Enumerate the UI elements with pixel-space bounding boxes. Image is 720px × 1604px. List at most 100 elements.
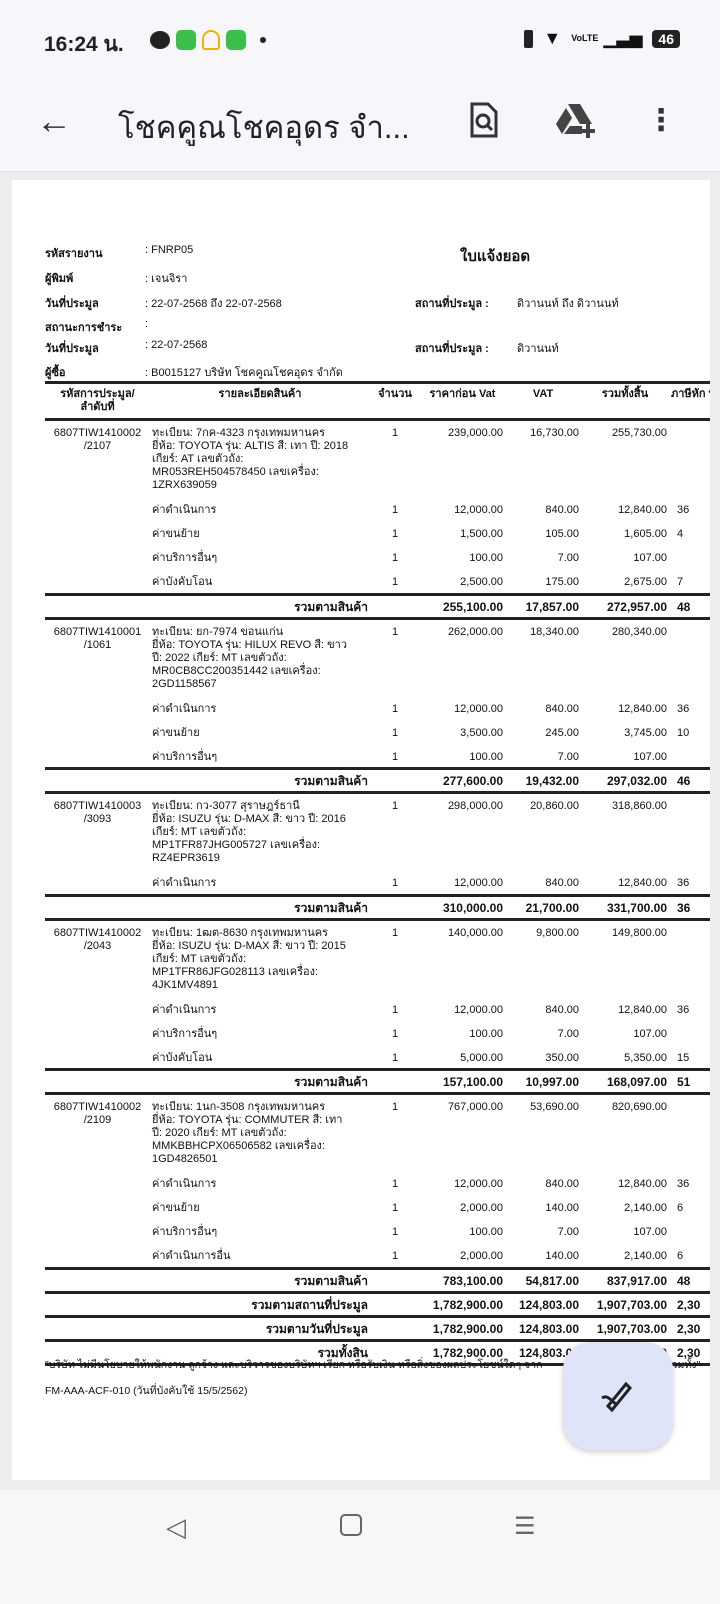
description-line: RZ4EPR3619 [152, 852, 220, 864]
vat: 7.00 [557, 1027, 579, 1040]
vat: 20,860.00 [505, 791, 581, 871]
fee-row: ค่าดำเนินการ 1 12,000.00 840.00 12,840.00 36 [45, 498, 710, 522]
vat: 105.00 [545, 528, 579, 540]
price-before-vat: 239,000.00 [447, 427, 503, 439]
fee-row: ค่าบริการอื่นๆ 1 100.00 7.00 107.00 [45, 1022, 710, 1046]
total-wht: 2,30 [669, 1314, 710, 1340]
withholding-tax [669, 1092, 710, 1172]
total: 318,860.00 [581, 791, 669, 871]
price-before-vat: 3,500.00 [460, 726, 503, 739]
subtotal-row: รวมตามสินค้า 783,100.00 54,817.00 837,917.0… [45, 1266, 710, 1292]
total-amount: 1,907,703.00 [581, 1290, 669, 1316]
price-before-vat: 2,500.00 [460, 576, 503, 588]
price-before-vat: 100.00 [469, 552, 503, 564]
column-header: รายละเอียดสินค้า [150, 381, 370, 421]
subtotal-pre-vat: 277,600.00 [420, 767, 505, 793]
subtotal-vat: 54,817.00 [505, 1266, 581, 1292]
total: 1,605.00 [624, 528, 667, 540]
total: 2,140.00 [624, 1202, 667, 1214]
column-header: VAT [505, 381, 581, 421]
total-label: รวมตามสถานที่ประมูล [45, 1290, 370, 1316]
description-line: ทะเบียน: 1ฒต-8630 กรุงเทพมหานคร [152, 926, 329, 939]
fee-name: ค่าดำเนินการ [152, 1178, 217, 1190]
subtotal-total: 331,700.00 [581, 893, 669, 919]
price-before-vat: 100.00 [469, 1226, 503, 1238]
clock: 16:24 น. [44, 33, 124, 56]
column-header: ราคาก่อน Vat [420, 381, 505, 421]
description-line: MR053REH504578450 เลขเครื่อง: [152, 466, 319, 478]
subtotal-vat: 21,700.00 [505, 893, 581, 919]
edit-fab-button[interactable] [563, 1342, 673, 1450]
blank [45, 1220, 150, 1244]
field-label: ผู้พิมพ์ [45, 273, 74, 285]
subtotal-pre-vat: 157,100.00 [420, 1068, 505, 1094]
edit-pen-icon [601, 1381, 633, 1413]
withholding-tax: 36 [677, 702, 690, 715]
home-square-icon[interactable] [340, 1514, 362, 1536]
blank [45, 1196, 150, 1220]
disclaimer-text: "บริษัท ไม่มีนโยบายให้พนักงาน ลูกจ้าง แล… [45, 1359, 543, 1371]
item-description: ทะเบียน: 1นก-3508 กรุงเทพมหานคร ยี่ห้อ: T… [150, 1092, 370, 1172]
withholding-tax: 10 [677, 726, 690, 739]
blank [370, 893, 420, 919]
subtotal-wht: 48 [669, 592, 710, 618]
fee-row: ค่าดำเนินการ 1 12,000.00 840.00 12,840.00 36 [45, 1172, 710, 1196]
total-wht: 2,30 [669, 1338, 710, 1364]
withholding-tax: 36 [677, 1178, 690, 1190]
quantity: 1 [391, 528, 399, 540]
messages-icon [176, 30, 196, 50]
price-before-vat: 262,000.00 [420, 616, 505, 697]
vat: 245.00 [545, 726, 579, 739]
total: 820,690.00 [581, 1092, 669, 1172]
bell-icon [202, 30, 220, 50]
blank [45, 871, 150, 895]
subtotal-label: รวมตามสินค้า [45, 893, 370, 919]
total: 280,340.00 [581, 616, 669, 697]
description-line: ยี่ห้อ: TOYOTA รุ่น: ALTIS สี: เทา ปี: 2… [152, 440, 349, 452]
item-description: ทะเบียน: 7กค-4323 กรุงเทพมหานคร ยี่ห้อ: T… [150, 420, 370, 499]
fee-row: ค่าดำเนินการ 1 12,000.00 840.00 12,840.00 36 [45, 871, 710, 895]
vibrate-icon [524, 29, 534, 48]
fee-name: ค่าบังคับโอน [152, 576, 213, 588]
fee-row: ค่าบริการอื่นๆ 1 100.00 7.00 107.00 [45, 546, 710, 570]
price-before-vat: 100.00 [469, 1027, 503, 1040]
total: 12,840.00 [618, 1178, 667, 1190]
grand-total-row: รวมตามวันที่ประมูล 1,782,900.00 124,803.00… [45, 1314, 710, 1340]
blank [45, 721, 150, 745]
recents-menu-icon[interactable]: ☰ [514, 1513, 536, 1540]
withholding-tax: 4 [677, 528, 684, 540]
quantity: 1 [391, 552, 399, 564]
document-title: โชคคูณโชคอุดร จำ... [118, 110, 410, 145]
description-line: ทะเบียน: กว-3077 สุราษฎร์ธานี [152, 800, 300, 812]
fee-row: ค่าดำเนินการ 1 12,000.00 840.00 12,840.00 36 [45, 697, 710, 721]
drive-add-icon[interactable] [556, 100, 596, 140]
field-label: สถานะการชำระ [45, 322, 123, 334]
vat: 840.00 [545, 1178, 579, 1190]
column-header: ภาษีหัก ที่จ่ [669, 381, 710, 421]
subtotal-wht: 48 [669, 1266, 710, 1292]
field-value: : เจนจิรา [145, 273, 188, 285]
description-line: ทะเบียน: 1นก-3508 กรุงเทพมหานคร [152, 1101, 326, 1113]
document-search-icon[interactable] [464, 100, 504, 140]
blank [45, 1244, 150, 1268]
auction-code: 6807TIW1410002 /2107 [53, 427, 142, 452]
subtotal-row: รวมตามสินค้า 255,100.00 17,857.00 272,957.0… [45, 592, 710, 618]
more-vert-icon[interactable]: ⋮ [646, 103, 676, 137]
total-pre-vat: 1,782,900.00 [420, 1338, 505, 1364]
wifi-icon: ▼ [543, 28, 562, 48]
withholding-tax [669, 917, 710, 998]
back-arrow-icon[interactable]: ← [36, 100, 72, 141]
total: 107.00 [633, 1226, 667, 1238]
vat: 140.00 [545, 1202, 579, 1214]
store-icon [226, 30, 246, 50]
subtotal-row: รวมตามสินค้า 277,600.00 19,432.00 297,032.0… [45, 767, 710, 793]
table-row: 6807TIW1410002 /2043 ทะเบียน: 1ฒต-8630 กร… [45, 917, 710, 998]
auction-code: 6807TIW1410002 /2109 [45, 1092, 150, 1172]
total-amount: 1,907,703.00 [581, 1314, 669, 1340]
withholding-tax: 7 [677, 576, 684, 588]
back-triangle-icon[interactable]: ◁ [166, 1512, 186, 1542]
app-bar: ← โชคคูณโชคอุดร จำ... ⋮ [0, 80, 720, 172]
field-label: ผู้ซื้อ [45, 367, 66, 379]
blank [370, 1290, 420, 1316]
quantity: 1 [391, 877, 399, 889]
